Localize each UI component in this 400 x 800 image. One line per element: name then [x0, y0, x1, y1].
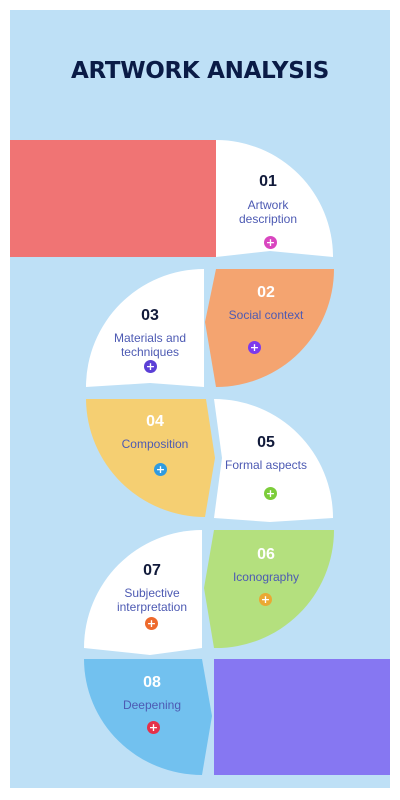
step-01-plus-icon[interactable]: +	[264, 236, 277, 249]
step-03-text-line1: Materials and	[113, 331, 187, 345]
segment-03[interactable]	[86, 269, 204, 387]
step-06-number: 06	[257, 546, 275, 563]
step-08-number: 08	[143, 674, 161, 691]
top-color-block	[10, 140, 216, 257]
step-02-label: 02 Social context	[201, 283, 331, 322]
step-05-plus-icon[interactable]: +	[264, 487, 277, 500]
step-01-text-line1: Artwork	[247, 198, 289, 212]
step-05-text-line1: Formal aspects	[224, 458, 308, 472]
step-06-text-line1: Iconography	[232, 570, 300, 584]
step-06-plus-icon[interactable]: +	[259, 593, 272, 606]
step-06-text: Iconography	[201, 570, 331, 584]
step-04-text-line1: Composition	[121, 437, 189, 451]
segment-02[interactable]	[205, 269, 334, 387]
segment-08[interactable]	[84, 659, 212, 775]
step-05-number: 05	[257, 434, 275, 451]
step-07-number: 07	[143, 562, 161, 579]
step-07-text-line1: Subjective	[124, 586, 180, 600]
segment-05[interactable]	[214, 399, 333, 522]
step-01-text-line2: description	[238, 212, 298, 226]
step-03-text: Materials and techniques	[85, 331, 215, 359]
step-08-text-line1: Deepening	[122, 698, 182, 712]
step-08-label: 08 Deepening	[87, 673, 217, 712]
step-08-plus-icon[interactable]: +	[147, 721, 160, 734]
step-04-label: 04 Composition	[90, 412, 220, 451]
step-05-text: Formal aspects	[201, 458, 331, 472]
step-03-number: 03	[141, 307, 159, 324]
step-07-text-line2: interpretation	[116, 600, 188, 614]
step-05-label: 05 Formal aspects	[201, 433, 331, 472]
step-03-plus-icon[interactable]: +	[144, 360, 157, 373]
step-01-number: 01	[259, 173, 277, 190]
step-08-text: Deepening	[87, 698, 217, 712]
step-01-label: 01 Artwork description	[203, 172, 333, 226]
step-02-text-line1: Social context	[228, 308, 304, 322]
page-title: ARTWORK ANALYSIS	[70, 58, 330, 84]
segment-01[interactable]	[216, 140, 333, 257]
step-04-number: 04	[146, 413, 164, 430]
segment-06[interactable]	[204, 530, 334, 649]
step-01-text: Artwork description	[203, 198, 333, 226]
step-03-label: 03 Materials and techniques	[85, 306, 215, 359]
step-03-text-line2: techniques	[120, 345, 180, 359]
bottom-color-block	[214, 659, 390, 775]
step-04-plus-icon[interactable]: +	[154, 463, 167, 476]
step-02-number: 02	[257, 284, 275, 301]
step-02-plus-icon[interactable]: +	[248, 341, 261, 354]
step-04-text: Composition	[90, 437, 220, 451]
segment-07[interactable]	[84, 530, 202, 655]
step-07-plus-icon[interactable]: +	[145, 617, 158, 630]
step-07-label: 07 Subjective interpretation	[87, 561, 217, 614]
step-02-text: Social context	[201, 308, 331, 322]
step-07-text: Subjective interpretation	[87, 586, 217, 614]
segment-04[interactable]	[86, 399, 215, 518]
step-06-label: 06 Iconography	[201, 545, 331, 584]
